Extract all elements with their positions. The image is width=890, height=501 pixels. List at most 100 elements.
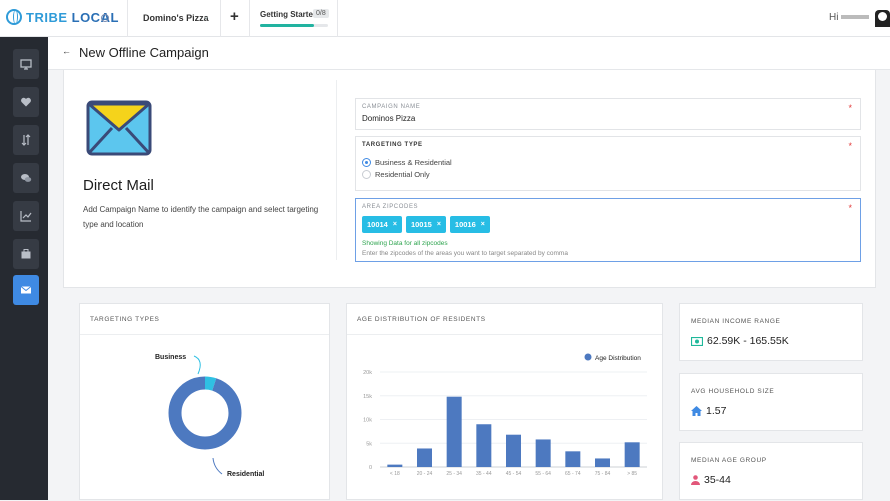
x-tick-label: > 85 [627, 471, 637, 477]
remove-chip-icon[interactable]: × [436, 221, 441, 228]
zipcode-status: Showing Data for all zipcodes [362, 240, 448, 247]
bar[interactable] [417, 448, 432, 467]
radio-unselected-icon [362, 170, 371, 179]
campaign-form-card: Direct Mail Add Campaign Name to identif… [63, 70, 876, 288]
household-size-card: AVG HOUSEHOLD SIZE 1.57 [679, 373, 863, 431]
x-tick-label: 75 - 84 [595, 471, 611, 477]
divider [249, 0, 250, 37]
progress-fill [260, 24, 315, 27]
divider [336, 80, 337, 260]
sidebar-item-favorites[interactable] [13, 87, 39, 117]
person-icon [691, 475, 700, 485]
bar[interactable] [387, 464, 403, 467]
y-tick-label: 0 [369, 465, 372, 471]
sidebar-item-analytics[interactable] [13, 201, 39, 231]
divider [80, 334, 329, 335]
stat-title: MEDIAN INCOME RANGE [691, 318, 781, 325]
divider [220, 0, 221, 37]
page-title: New Offline Campaign [79, 45, 209, 60]
bar[interactable] [624, 442, 640, 467]
zipcode-hint: Enter the zipcodes of the areas you want… [362, 250, 568, 257]
progress-bar [260, 24, 328, 27]
home-icon [691, 406, 702, 416]
radio-label: Residential Only [375, 170, 430, 179]
monitor-icon [20, 59, 32, 70]
x-tick-label: 55 - 64 [535, 471, 551, 477]
page-header: ← New Offline Campaign [48, 37, 890, 70]
zipcode-chips: 10014 × 10015 × 10016 × [362, 216, 490, 233]
divider [127, 0, 128, 37]
progress-badge: 0/8 [313, 9, 329, 18]
redacted-username [841, 15, 870, 20]
stat-value: 62.59K - 165.55K [691, 335, 789, 347]
getting-started-link[interactable]: Getting Started [260, 10, 318, 19]
leader-line-business [193, 355, 201, 375]
panel-title: AGE DISTRIBUTION OF RESIDENTS [357, 316, 486, 323]
top-bar: TRIBE LOCAL Domino's Pizza ⌄ + Getting S… [0, 0, 890, 37]
sidebar-item-direct-mail[interactable] [13, 275, 39, 305]
radio-residential-only[interactable]: Residential Only [362, 170, 430, 179]
zipcode-value: 10015 [410, 220, 432, 229]
area-zipcodes-field[interactable]: AREA ZIPCODES * 10014 × 10015 × 10016 × Sho… [355, 198, 861, 262]
targeting-type-label: TARGETING TYPE [362, 142, 423, 148]
sidebar-item-campaigns[interactable] [13, 239, 39, 269]
stat-value: 1.57 [691, 405, 726, 417]
stat-title: AVG HOUSEHOLD SIZE [691, 388, 775, 395]
bar[interactable] [595, 458, 610, 467]
user-greeting: Hi [829, 12, 870, 23]
bar[interactable] [506, 434, 521, 467]
y-tick-label: 20k [363, 370, 372, 376]
avatar[interactable] [875, 10, 890, 27]
zipcode-value: 10014 [367, 220, 388, 229]
median-income-card: MEDIAN INCOME RANGE 62.59K - 165.55K [679, 303, 863, 361]
back-button[interactable]: ← [62, 46, 71, 56]
chart-icon [20, 211, 32, 222]
heart-icon [21, 97, 31, 107]
bar[interactable] [476, 424, 492, 467]
envelope-icon [86, 100, 152, 156]
globe-icon [6, 9, 22, 25]
sidebar-item-dashboard[interactable] [13, 49, 39, 79]
campaign-description: Add Campaign Name to identify the campai… [83, 205, 319, 229]
x-tick-label: 20 - 24 [417, 471, 433, 477]
age-value: 35-44 [704, 474, 731, 486]
chevron-down-icon[interactable]: ⌄ [203, 12, 210, 21]
bar[interactable] [565, 451, 581, 467]
x-tick-label: 65 - 74 [565, 471, 581, 477]
required-mark: * [848, 203, 852, 213]
sidebar-item-messages[interactable] [13, 163, 39, 193]
required-mark: * [848, 103, 852, 113]
money-icon [691, 336, 703, 346]
donut-label-residential: Residential [227, 471, 264, 478]
campaign-name-field[interactable]: CAMPAIGN NAME * Dominos Pizza [355, 98, 861, 130]
radio-business-residential[interactable]: Business & Residential [362, 158, 452, 167]
radio-selected-icon [362, 158, 371, 167]
zipcode-chip: 10016 × [449, 216, 490, 233]
sidebar [0, 37, 48, 500]
donut-slice-residential[interactable] [168, 376, 242, 450]
y-tick-label: 5k [366, 441, 372, 447]
remove-chip-icon[interactable]: × [480, 221, 485, 228]
add-button[interactable]: + [230, 8, 239, 25]
mail-icon [20, 286, 32, 294]
logo-text-local: LOCAL [71, 9, 119, 25]
bar[interactable] [446, 396, 462, 467]
median-age-card: MEDIAN AGE GROUP 35-44 [679, 442, 863, 500]
sort-icon [21, 134, 31, 146]
zipcode-value: 10016 [454, 220, 476, 229]
y-tick-label: 15k [363, 394, 372, 400]
age-distribution-panel: AGE DISTRIBUTION OF RESIDENTS 0 5k 10k 15k 2… [346, 303, 663, 500]
business-selector[interactable]: Domino's Pizza [143, 13, 209, 23]
zipcode-chip: 10014 × [362, 216, 402, 233]
bar[interactable] [535, 439, 551, 467]
campaign-name-input[interactable]: Dominos Pizza [362, 114, 416, 123]
income-value: 62.59K - 165.55K [707, 335, 789, 347]
stat-title: MEDIAN AGE GROUP [691, 457, 767, 464]
leader-line-residential [212, 457, 223, 475]
x-tick-label: 25 - 34 [446, 471, 462, 477]
remove-chip-icon[interactable]: × [392, 221, 397, 228]
radio-label: Business & Residential [375, 158, 452, 167]
sidebar-item-sort[interactable] [13, 125, 39, 155]
targeting-types-panel: TARGETING TYPES Business Residential [79, 303, 330, 500]
pin-icon[interactable] [101, 14, 109, 22]
